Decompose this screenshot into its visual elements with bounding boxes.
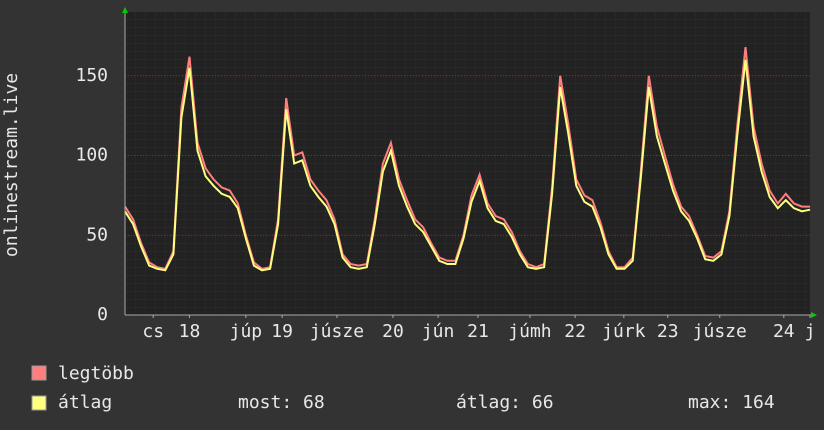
stat-label: max:: [688, 392, 731, 413]
x-tick-label: 19: [271, 321, 293, 342]
x-tick-label: 21: [467, 321, 489, 342]
x-tick-label: j: [805, 321, 816, 342]
stat-value: 66: [532, 392, 554, 413]
x-tick-label: 18: [179, 321, 201, 342]
legend-entry: átlag: [58, 392, 112, 413]
x-tick-label: júsze: [693, 321, 747, 342]
stat: átlag: 66: [456, 392, 554, 413]
series-line: [124, 46, 810, 270]
minor-grid: [125, 12, 810, 315]
axis-arrow: [122, 7, 128, 13]
stat: most: 68: [238, 392, 325, 413]
y-tick-label: 50: [86, 224, 108, 245]
y-tick-label: 0: [97, 304, 108, 325]
legend-entry: legtöbb: [58, 363, 134, 384]
x-tick-label: 20: [382, 321, 404, 342]
x-tick-label: jún: [422, 321, 455, 342]
legend-swatch: [31, 395, 47, 411]
axis-arrow: [811, 312, 817, 318]
x-tick-label: júmh: [508, 321, 551, 342]
stat: max: 164: [688, 392, 775, 413]
x-tick-label: júp: [230, 321, 263, 342]
legend-swatch: [31, 365, 47, 381]
y-tick-label: 150: [75, 65, 108, 86]
stat-label: átlag:: [456, 392, 521, 413]
stat-value: 164: [742, 392, 775, 413]
y-tick-label: 100: [75, 145, 108, 166]
x-tick-label: 24: [773, 321, 795, 342]
stat-value: 68: [303, 392, 325, 413]
x-tick-label: júsze: [310, 321, 364, 342]
x-tick-label: júrk: [602, 321, 646, 342]
stat-label: most:: [238, 392, 292, 413]
y-axis-label: onlinestream.live: [1, 73, 22, 257]
x-tick-label: 22: [564, 321, 586, 342]
x-tick-label: 23: [657, 321, 679, 342]
x-tick-label: cs: [142, 321, 164, 342]
series-line: [124, 59, 811, 272]
